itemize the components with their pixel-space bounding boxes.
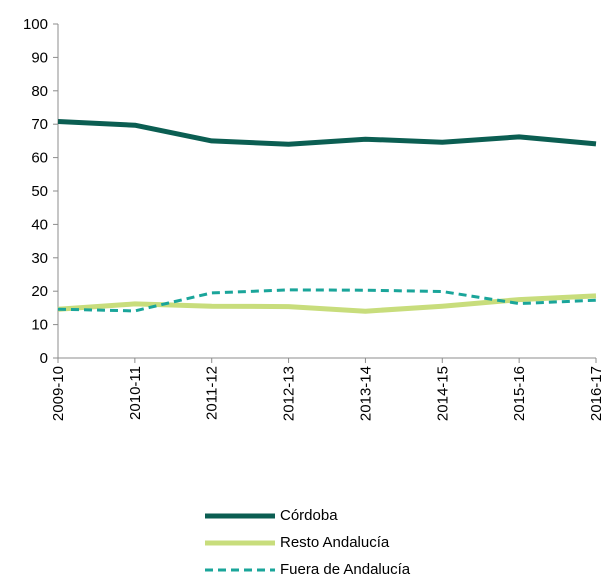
y-tick-label: 20 [31,283,48,300]
x-tick-label: 2015-16 [511,366,528,421]
x-tick-label: 2012-13 [281,366,298,421]
y-tick-label: 100 [23,16,48,33]
legend-label-cordoba: Córdoba [280,507,338,524]
y-tick-label: 80 [31,83,48,100]
legend: Córdoba Resto Andalucía Fuera de Andaluc… [205,502,410,583]
legend-label-fuera-de-andalucia: Fuera de Andalucía [280,561,411,578]
legend-item-fuera-de-andalucia: Fuera de Andalucía [205,556,410,583]
x-axis-ticks: 2009-10 2010-11 2011-12 2012-13 2013-14 2014-… [50,358,603,421]
y-axis-ticks: 0 10 20 30 40 50 60 70 80 90 100 [23,16,58,367]
x-tick-label: 2011-12 [204,366,221,420]
y-tick-label: 50 [31,183,48,200]
series-line-resto-andalucia [57,293,597,314]
legend-label-resto-andalucia: Resto Andalucía [280,534,390,551]
series-line-cordoba [57,119,597,147]
legend-swatch-fuera-de-andalucia [205,568,275,571]
y-tick-label: 60 [31,150,48,167]
y-tick-label: 10 [31,317,48,334]
y-tick-label: 40 [31,216,48,233]
y-tick-label: 0 [40,350,48,367]
legend-swatch-resto-andalucia [205,540,275,545]
legend-item-resto-andalucia: Resto Andalucía [205,529,410,556]
x-tick-label: 2014-15 [434,366,451,421]
x-tick-label: 2013-14 [357,366,374,421]
x-tick-label: 2009-10 [50,366,67,421]
x-tick-label: 2010-11 [127,366,144,420]
y-tick-label: 90 [31,49,48,66]
x-tick-label: 2016-17 [588,366,603,421]
y-tick-label: 70 [31,116,48,133]
legend-item-cordoba: Córdoba [205,502,410,529]
y-tick-label: 30 [31,250,48,267]
series-lines [57,119,597,314]
legend-swatch-cordoba [205,513,275,518]
